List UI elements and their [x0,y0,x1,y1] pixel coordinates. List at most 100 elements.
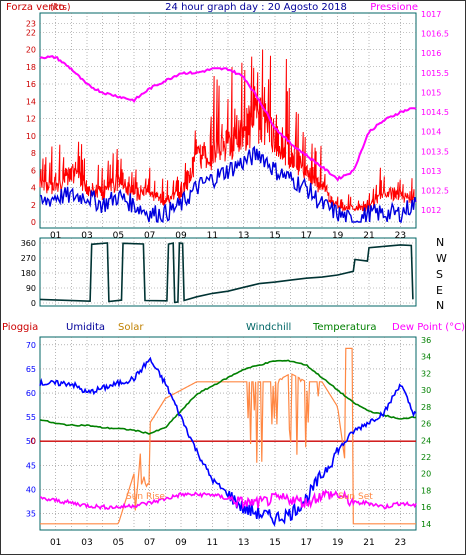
y-tick-direction: 0 [31,299,36,308]
y-tick-pressure: 1013 [421,167,441,176]
sun-set-label: Sun Set [338,492,373,502]
y-tick-wind: 12 [26,115,36,124]
pressure-label: Pressione [370,2,418,13]
y-tick-humidity: 70 [26,341,36,350]
dir-label-s: S [436,268,443,281]
y-tick-wind: 18 [26,63,36,72]
x-tick-top: 15 [269,231,280,241]
y-tick-pressure: 1013.5 [421,147,449,156]
y-tick-wind: 6 [31,166,36,175]
y-tick-pressure: 1014.5 [421,108,449,117]
legend-umidita: Umidita [66,322,105,333]
x-tick-top: 23 [395,231,406,241]
y-tick-direction: 90 [26,284,36,293]
y-tick-temperature: 26 [421,420,431,429]
x-tick-bottom: 05 [113,538,124,548]
y-tick-temperature: 30 [421,386,431,395]
wind-pressure-plot [39,49,417,224]
dir-label-e: E [436,284,443,297]
dir-label-n-top: N [436,236,444,249]
x-tick-bottom: 11 [207,538,218,548]
y-tick-wind: 23 [26,20,36,29]
y-tick-pressure: 1016.5 [421,30,449,39]
y-tick-temperature: 22 [421,453,431,462]
x-tick-bottom: 09 [175,538,187,548]
y-tick-humidity: 35 [26,510,36,519]
y-tick-temperature: 16 [421,503,431,512]
x-tick-bottom: 01 [50,538,61,548]
legend-temperatura: Temperatura [312,322,377,333]
y-tick-direction: 270 [21,254,36,263]
y-tick-wind: 10 [26,132,36,141]
x-tick-top: 01 [50,231,61,241]
y-tick-temperature: 24 [421,436,431,445]
y-tick-pressure: 1015 [421,88,441,97]
y-tick-pressure: 1016 [421,49,441,58]
x-tick-bottom: 07 [144,538,155,548]
temperature-humidity-plot [39,347,417,527]
y-tick-direction: 180 [21,269,36,278]
y-tick-wind: 16 [26,80,36,89]
solar-line [40,347,416,525]
y-tick-wind: 20 [26,46,36,55]
y-tick-humidity: 45 [26,461,36,470]
y-tick-wind: 14 [26,97,36,106]
y-tick-pressure: 1014 [421,128,441,137]
y-tick-wind: 8 [31,149,36,158]
dewpoint-line [39,489,417,511]
wind-unit: (kts) [50,3,70,13]
x-tick-bottom: 23 [395,538,406,548]
y-tick-humidity: 65 [26,365,36,374]
pressure-line [39,55,417,182]
x-tick-top: 07 [144,231,155,241]
x-tick-bottom: 17 [301,538,312,548]
direction-plot [39,242,414,304]
y-tick-pressure: 1012 [421,206,441,215]
y-tick-wind: 4 [31,184,36,193]
y-tick-pressure: 1012.5 [421,187,449,196]
humidity-line [39,356,417,527]
dir-label-n-bottom: N [436,299,444,312]
x-tick-top: 03 [81,231,92,241]
x-tick-top: 05 [113,231,124,241]
axis-labels: 01 01 03 03 05 05 07 07 09 09 11 11 13 13 15 15 17 17 19 19… [21,10,449,548]
y-tick-humidity: 40 [26,485,36,494]
y-tick-temperature: 18 [421,486,431,495]
y-tick-temperature: 36 [421,336,431,345]
wind-avg-line [39,145,417,224]
legend-pioggia: Pioggia [2,322,38,333]
y-tick-pressure: 1017 [421,10,441,19]
y-tick-humidity: 60 [26,389,36,398]
y-tick-humidity: 50 [26,437,36,446]
rain-zero-label: 0 [30,437,36,447]
x-tick-bottom: 15 [269,538,280,548]
legend-windchill: Windchill [246,322,291,333]
x-tick-bottom: 13 [238,538,249,548]
y-tick-temperature: 34 [421,353,431,362]
temperature-line [39,359,417,435]
y-tick-wind: 22 [26,28,36,37]
y-tick-temperature: 14 [421,520,431,529]
legend-solar: Solar [118,322,144,333]
wind-gust-line [39,49,417,212]
y-tick-direction: 360 [21,239,36,248]
y-tick-pressure: 1015.5 [421,69,449,78]
y-tick-temperature: 32 [421,369,431,378]
chart-title: 24 hour graph day : 20 Agosto 2018 [165,2,347,13]
x-tick-top: 21 [363,231,374,241]
x-tick-top: 09 [175,231,187,241]
x-tick-bottom: 21 [363,538,374,548]
x-tick-top: 17 [301,231,312,241]
dir-label-w: W [436,252,447,265]
y-tick-wind: 2 [31,201,36,210]
wind-label: Forza vento [6,2,65,13]
x-tick-bottom: 19 [332,538,344,548]
x-tick-bottom: 03 [81,538,92,548]
direction-line [39,242,414,304]
y-tick-wind: 0 [31,218,36,227]
x-tick-top: 11 [207,231,218,241]
legend-dewpoint: Dew Point (°C) [392,322,465,333]
